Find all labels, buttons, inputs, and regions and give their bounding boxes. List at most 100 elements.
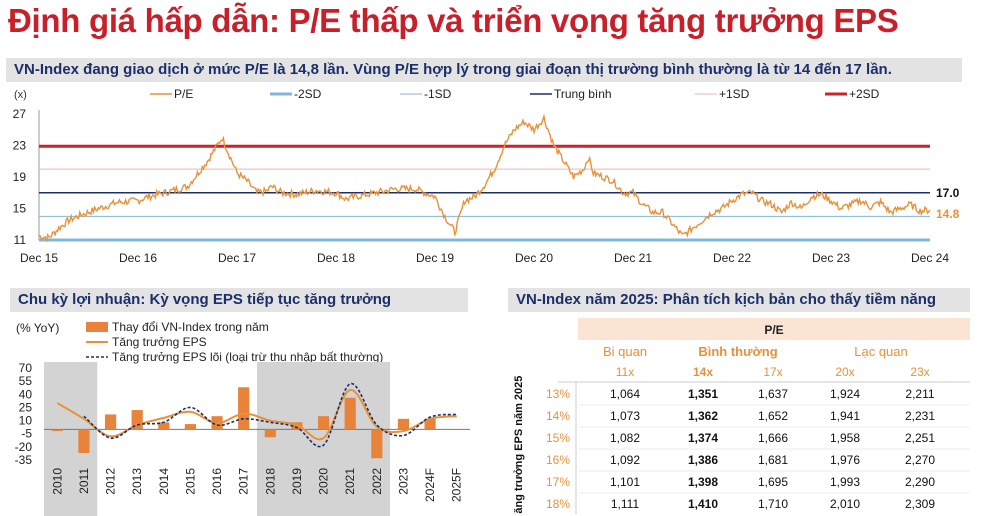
x-tick-label: 2022: [370, 468, 384, 495]
pe-line-chart: (x) P/E -2SD -1SD Trung bình +1SD +2SD 11 15 19 23…: [13, 87, 960, 265]
pe-column-label: 23x: [910, 365, 929, 379]
x-tick-label: 2018: [263, 468, 277, 495]
growth-label: 13%: [546, 387, 570, 401]
bar: [344, 397, 356, 430]
table-cell: 2,010: [830, 497, 860, 511]
scenario-label: Bi quan: [603, 344, 647, 359]
y-tick-label: -20: [15, 440, 33, 454]
table-cell: 2,211: [905, 387, 934, 401]
table-cell: 1,637: [758, 387, 788, 401]
bar: [78, 429, 90, 453]
y-tick-label: 10: [19, 414, 33, 428]
table-cell: 1,666: [758, 431, 788, 445]
pe-value-label: 14.8: [936, 207, 960, 221]
core-eps-growth-line: [83, 382, 457, 448]
pe-column-label: 14x: [693, 365, 713, 379]
x-tick-label: 2021: [343, 468, 357, 495]
bar: [264, 429, 276, 438]
y-tick-label: 55: [19, 374, 33, 388]
bar: [104, 414, 117, 430]
eps-growth-line: [56, 388, 457, 441]
table-cell: 1,092: [610, 453, 640, 467]
table-cell: 1,082: [610, 431, 640, 445]
legend-label: -1SD: [424, 87, 452, 101]
x-tick-label: 2019: [290, 468, 304, 495]
x-tick-label: 2012: [104, 468, 118, 495]
x-tick-label: 2024F: [423, 468, 437, 502]
left-chart-caption: Chu kỳ lợi nhuận: Kỳ vọng EPS tiếp tục t…: [10, 288, 468, 312]
x-tick-label: Dec 20: [515, 251, 553, 265]
table-cell: 1,924: [830, 387, 860, 401]
legend-label: Tăng trưởng EPS lõi (loại trừ thu nhập b…: [112, 350, 383, 364]
legend-label: +2SD: [849, 87, 880, 101]
bar: [238, 387, 250, 430]
x-tick-label: Dec 17: [218, 251, 256, 265]
table-cell: 1,351: [688, 387, 718, 401]
x-tick-label: 2023: [396, 468, 410, 495]
table-cell: 1,374: [688, 431, 718, 445]
table-cell: 2,251: [905, 431, 935, 445]
x-tick-label: Dec 23: [812, 251, 850, 265]
table-cell: 2,270: [905, 453, 935, 467]
pe-column-label: 11x: [616, 365, 634, 379]
x-tick-label: 2011: [77, 468, 91, 494]
bar: [131, 410, 143, 430]
y-tick-label: 19: [13, 170, 27, 184]
pe-column-label: 17x: [763, 365, 782, 379]
scenario-label: Bình thường: [698, 344, 777, 359]
y-tick-label: 15: [13, 202, 27, 216]
table-cell: 1,941: [830, 409, 860, 423]
table-cell: 1,386: [688, 453, 718, 467]
table-cell: 1,073: [610, 409, 640, 423]
table-cell: 1,652: [758, 409, 788, 423]
table-cell: 2,231: [905, 409, 935, 423]
pe-header: P/E: [764, 323, 783, 337]
bar: [158, 422, 170, 430]
y-unit-label: (x): [14, 89, 27, 101]
table-cell: 1,976: [830, 453, 860, 467]
x-tick-label: 2016: [210, 468, 224, 495]
pe-header-band: [578, 318, 970, 340]
bar: [184, 424, 197, 430]
x-tick-label: Dec 22: [713, 251, 751, 265]
legend-label: -2SD: [294, 87, 322, 101]
y-tick-label: 40: [19, 387, 33, 401]
bar: [51, 429, 63, 432]
x-tick-label: Dec 24: [911, 251, 949, 265]
mean-value-label: 17.0: [936, 186, 960, 200]
growth-label: 18%: [546, 497, 570, 511]
x-tick-label: 2025F: [450, 468, 464, 502]
right-table-caption: VN-Index năm 2025: Phân tích kịch bản ch…: [508, 288, 970, 312]
pe-series-line: [38, 113, 931, 243]
legend-label: +1SD: [719, 87, 750, 101]
growth-label: 15%: [546, 431, 570, 445]
bar: [371, 429, 383, 459]
bar: [397, 418, 410, 430]
table-cell: 1,111: [611, 497, 640, 511]
table-cell: 1,710: [758, 497, 788, 511]
scenario-label: Lạc quan: [854, 344, 908, 359]
table-cell: 2,309: [905, 497, 935, 511]
x-tick-label: Dec 16: [119, 251, 157, 265]
table-cell: 1,695: [758, 475, 788, 489]
table-cell: 2,290: [905, 475, 935, 489]
x-tick-label: Dec 18: [317, 251, 355, 265]
table-cell: 1,064: [610, 387, 640, 401]
y-tick-label: 27: [13, 107, 27, 121]
y-tick-label: -5: [21, 427, 32, 441]
y-tick-label: 11: [14, 233, 27, 247]
table-cell: 1,410: [688, 497, 718, 511]
table-cell: 1,398: [688, 475, 718, 489]
row-axis-label: Tăng trưởng EPS năm 2025: [513, 376, 525, 514]
page-title: Định giá hấp dẫn: P/E thấp và triển vọng…: [8, 2, 899, 39]
legend-label: P/E: [174, 87, 193, 101]
x-tick-label: 2020: [317, 468, 331, 495]
legend-label: Trung bình: [554, 87, 612, 101]
growth-label: 16%: [546, 453, 570, 467]
x-tick-label: 2013: [130, 468, 144, 495]
table-cell: 1,958: [830, 431, 860, 445]
x-tick-label: 2010: [50, 468, 64, 495]
y-tick-label: 70: [19, 361, 33, 375]
table-cell: 1,993: [830, 475, 860, 489]
